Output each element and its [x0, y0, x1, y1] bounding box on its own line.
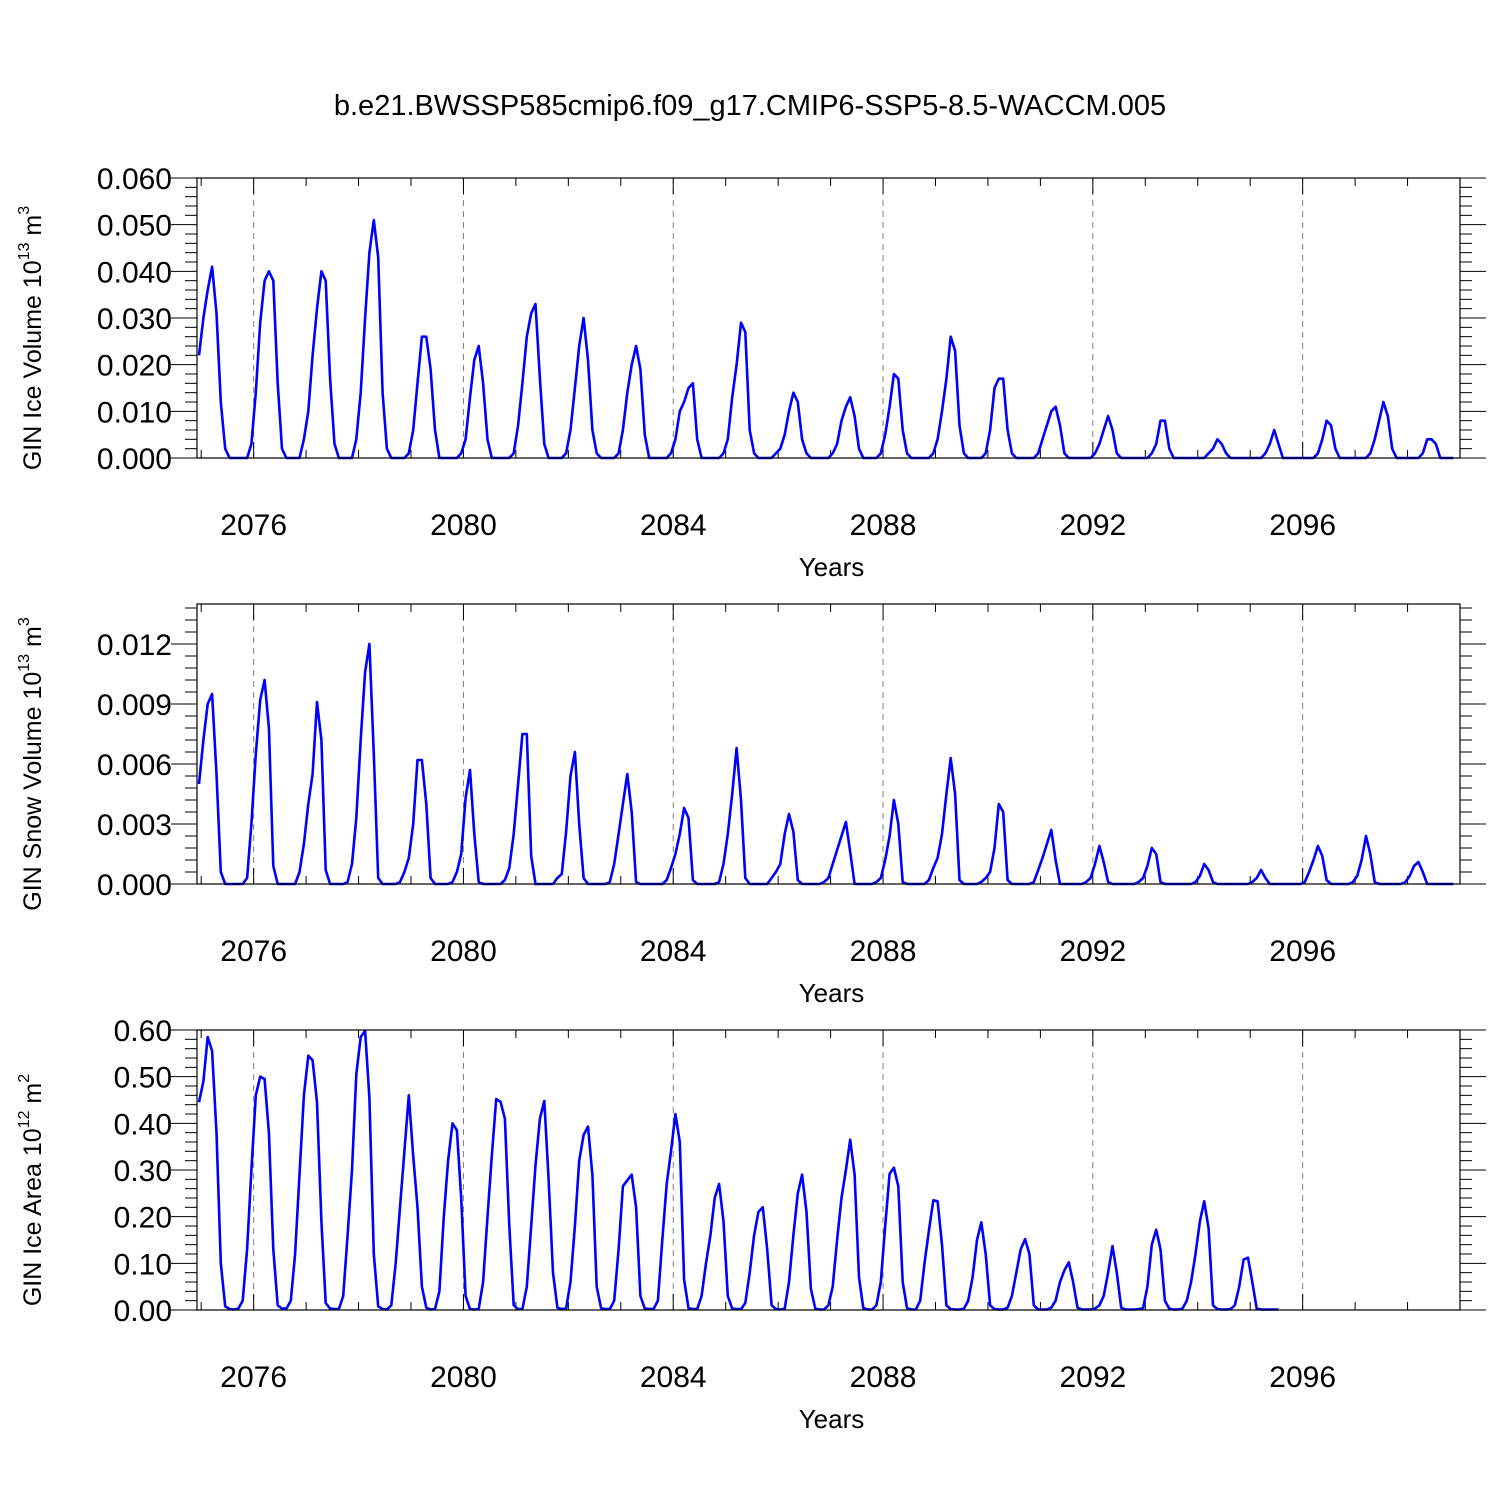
x-tick-label: 2084	[640, 509, 707, 542]
x-axis-label: Years	[799, 978, 865, 1008]
x-tick-label: 2088	[850, 935, 917, 968]
x-tick-label: 2080	[430, 1361, 497, 1394]
y-tick-label: 0.009	[97, 689, 172, 722]
plot-frame	[196, 1029, 1461, 1311]
y-tick-label: 0.000	[97, 443, 172, 476]
y-tick-label: 0.10	[114, 1248, 172, 1281]
y-tick-label: 0.50	[114, 1062, 172, 1095]
x-tick-label: 2096	[1269, 1361, 1336, 1394]
x-tick-label: 2092	[1059, 1361, 1126, 1394]
plot-frame	[196, 177, 1461, 459]
y-axis-label: GIN Ice Volume 1013 m3	[16, 206, 47, 470]
y-tick-label: 0.003	[97, 809, 172, 842]
x-tick-label: 2084	[640, 935, 707, 968]
panel-snow-volume: 0.000 0.003 0.006 0.009 0.012 2076 2080 2084 208…	[16, 603, 1486, 1008]
x-tick-label: 2080	[430, 509, 497, 542]
data-series-line	[197, 642, 1454, 886]
plot-frame	[196, 603, 1461, 885]
y-tick-label: 0.00	[114, 1295, 172, 1328]
y-tick-label: 0.020	[97, 350, 172, 383]
y-tick-label: 0.40	[114, 1108, 172, 1141]
y-axis-label: GIN Ice Area 1012 m2	[16, 1074, 47, 1306]
x-tick-label: 2076	[220, 509, 287, 542]
y-tick-label: 0.20	[114, 1202, 172, 1235]
x-tick-label: 2084	[640, 1361, 707, 1394]
y-tick-label: 0.006	[97, 749, 172, 782]
x-tick-label: 2096	[1269, 509, 1336, 542]
y-axis-label: GIN Snow Volume 1013 m3	[16, 617, 47, 911]
x-tick-label: 2080	[430, 935, 497, 968]
x-axis-label: Years	[799, 1404, 865, 1434]
x-tick-label: 2076	[220, 935, 287, 968]
y-tick-label: 0.30	[114, 1155, 172, 1188]
x-axis-label: Years	[799, 552, 865, 582]
y-tick-label: 0.60	[114, 1015, 172, 1048]
x-tick-label: 2096	[1269, 935, 1336, 968]
y-tick-label: 0.012	[97, 629, 172, 662]
x-tick-label: 2092	[1059, 935, 1126, 968]
y-tick-label: 0.030	[97, 303, 172, 336]
panel-ice-volume: 0.000 0.010 0.020 0.030 0.040 0.050 0.060 2076 2…	[16, 163, 1486, 582]
x-tick-label: 2076	[220, 1361, 287, 1394]
data-series-line	[197, 1029, 1279, 1311]
y-tick-label: 0.010	[97, 396, 172, 429]
panel-ice-area: 0.00 0.10 0.20 0.30 0.40 0.50 0.60 2076 2080 2084…	[16, 1015, 1486, 1434]
y-tick-label: 0.040	[97, 256, 172, 289]
y-tick-label: 0.000	[97, 869, 172, 902]
x-tick-label: 2088	[850, 509, 917, 542]
y-tick-label: 0.060	[97, 163, 172, 196]
y-tick-label: 0.050	[97, 210, 172, 243]
x-tick-label: 2088	[850, 1361, 917, 1394]
data-series-line	[197, 218, 1454, 460]
x-tick-label: 2092	[1059, 509, 1126, 542]
figure-title: b.e21.BWSSP585cmip6.f09_g17.CMIP6-SSP5-8…	[334, 90, 1166, 122]
